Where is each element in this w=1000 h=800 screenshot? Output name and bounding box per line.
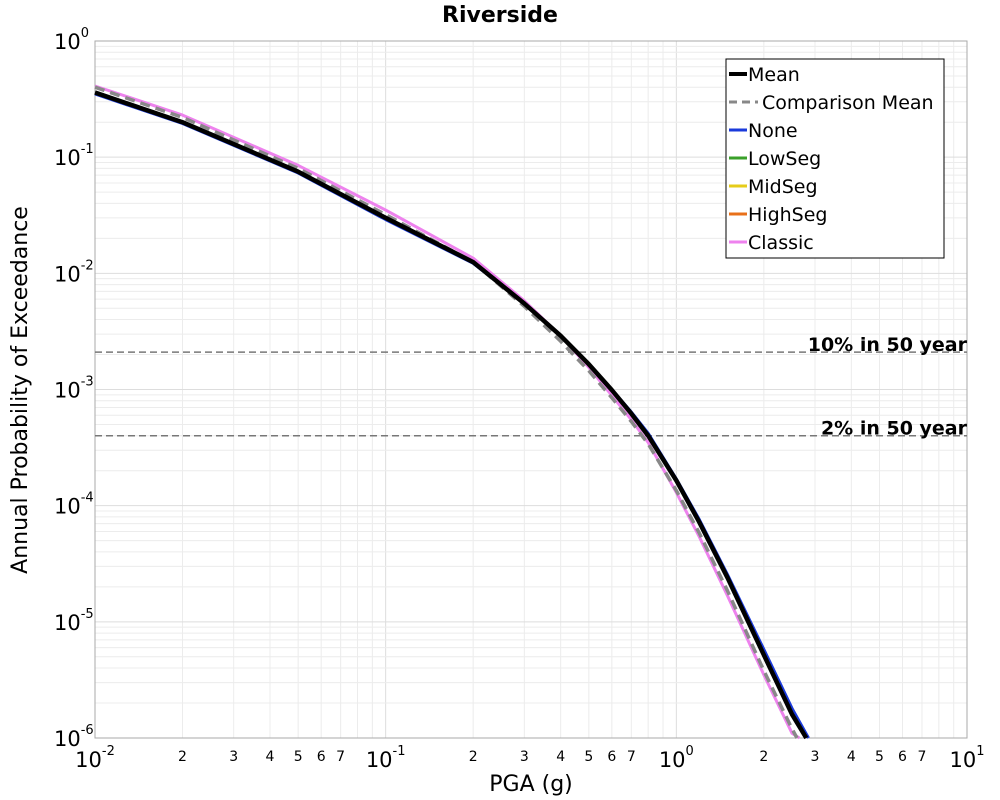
y-tick-label: 100 bbox=[54, 26, 89, 54]
x-tick-label: 101 bbox=[949, 744, 984, 772]
x-minor-tick-label: 4 bbox=[556, 749, 565, 765]
reference-line-label: 2% in 50 year bbox=[821, 418, 968, 440]
legend: Mean Comparison Mean None LowSeg MidSeg HighS… bbox=[725, 58, 945, 259]
series-lines bbox=[94, 84, 810, 740]
legend-label: Classic bbox=[748, 232, 814, 254]
x-minor-tick-label: 3 bbox=[520, 749, 529, 765]
y-tick-label: 10-1 bbox=[54, 142, 94, 170]
chart-title: Riverside bbox=[442, 3, 558, 28]
x-minor-tick-label: 6 bbox=[607, 749, 616, 765]
reference-line-label: 10% in 50 year bbox=[808, 334, 968, 356]
x-tick-label: 100 bbox=[659, 744, 694, 772]
x-minor-tick-label: 3 bbox=[811, 749, 820, 765]
legend-label: None bbox=[748, 120, 798, 142]
x-minor-tick-label: 6 bbox=[898, 749, 907, 765]
legend-label: LowSeg bbox=[748, 148, 821, 170]
reference-lines: 10% in 50 year 2% in 50 year bbox=[95, 334, 968, 440]
series-line-none bbox=[94, 92, 810, 739]
y-tick-label: 10-5 bbox=[54, 607, 94, 635]
legend-label: Comparison Mean bbox=[762, 92, 934, 114]
y-tick-labels: 10-6 10-5 10-4 10-3 10-2 10-1 100 bbox=[54, 26, 94, 751]
x-tick-label: 10-2 bbox=[75, 744, 115, 772]
x-minor-tick-label: 3 bbox=[229, 749, 238, 765]
x-minor-tick-label: 2 bbox=[759, 749, 768, 765]
legend-label: Mean bbox=[748, 64, 800, 86]
grid-lines bbox=[95, 41, 967, 738]
x-axis-label: PGA (g) bbox=[489, 772, 573, 797]
x-minor-tick-label: 6 bbox=[317, 749, 326, 765]
series-line-mean bbox=[94, 90, 809, 740]
x-minor-tick-label: 2 bbox=[469, 749, 478, 765]
x-minor-tick-label: 7 bbox=[336, 749, 345, 765]
y-tick-label: 10-4 bbox=[54, 491, 94, 519]
x-minor-tick-label: 5 bbox=[584, 749, 593, 765]
x-tick-label: 10-1 bbox=[366, 744, 406, 772]
y-tick-label: 10-3 bbox=[54, 375, 94, 403]
x-minor-tick-label: 5 bbox=[875, 749, 884, 765]
x-minor-tick-label: 7 bbox=[918, 749, 927, 765]
plot-frame bbox=[94, 40, 968, 739]
x-minor-tick-label: 5 bbox=[294, 749, 303, 765]
y-tick-label: 10-6 bbox=[54, 723, 94, 751]
x-minor-tick-label: 4 bbox=[847, 749, 856, 765]
series-line-comparison-mean bbox=[94, 85, 799, 739]
x-minor-tick-label: 4 bbox=[266, 749, 275, 765]
y-axis-label: Annual Probability of Exceedance bbox=[8, 206, 33, 574]
legend-label: HighSeg bbox=[748, 204, 827, 226]
y-tick-label: 10-2 bbox=[54, 258, 94, 286]
legend-label: MidSeg bbox=[748, 176, 818, 198]
x-minor-tick-label: 7 bbox=[627, 749, 636, 765]
x-minor-tick-label: 2 bbox=[178, 749, 187, 765]
legend-box bbox=[725, 58, 945, 259]
